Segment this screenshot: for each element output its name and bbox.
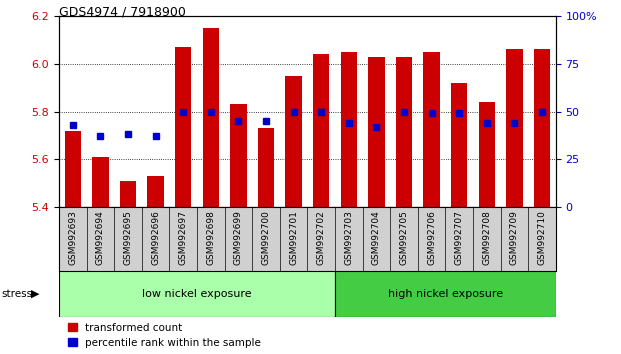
Bar	[396, 57, 412, 207]
Text: GSM992702: GSM992702	[317, 210, 325, 265]
Text: GDS4974 / 7918900: GDS4974 / 7918900	[59, 5, 186, 18]
Bar	[202, 28, 219, 207]
Text: GSM992697: GSM992697	[179, 210, 188, 265]
Bar	[424, 52, 440, 207]
Bar	[65, 131, 81, 207]
Bar	[335, 271, 556, 317]
Bar	[175, 47, 191, 207]
Legend: transformed count, percentile rank within the sample: transformed count, percentile rank withi…	[64, 319, 265, 352]
Bar	[258, 128, 274, 207]
Bar	[368, 57, 384, 207]
Bar	[506, 50, 523, 207]
Text: stress: stress	[2, 289, 33, 299]
Text: GSM992693: GSM992693	[68, 210, 77, 265]
Bar	[533, 50, 550, 207]
Bar	[285, 76, 302, 207]
Text: low nickel exposure: low nickel exposure	[142, 289, 252, 299]
Text: GSM992696: GSM992696	[151, 210, 160, 265]
Text: GSM992700: GSM992700	[261, 210, 271, 265]
Bar	[451, 83, 468, 207]
Text: GSM992705: GSM992705	[399, 210, 409, 265]
Text: GSM992694: GSM992694	[96, 210, 105, 265]
Text: GSM992706: GSM992706	[427, 210, 436, 265]
Text: GSM992704: GSM992704	[372, 210, 381, 265]
Text: GSM992709: GSM992709	[510, 210, 519, 265]
Bar	[92, 157, 109, 207]
Text: GSM992707: GSM992707	[455, 210, 464, 265]
Bar	[340, 52, 357, 207]
Text: high nickel exposure: high nickel exposure	[388, 289, 503, 299]
Bar	[59, 271, 335, 317]
Text: GSM992701: GSM992701	[289, 210, 298, 265]
Bar	[313, 54, 330, 207]
Text: GSM992703: GSM992703	[344, 210, 353, 265]
Text: GSM992710: GSM992710	[538, 210, 546, 265]
Text: ▶: ▶	[31, 289, 40, 299]
Text: GSM992708: GSM992708	[483, 210, 491, 265]
Bar	[479, 102, 495, 207]
Bar	[147, 176, 164, 207]
Bar	[120, 181, 136, 207]
Bar	[230, 104, 247, 207]
Text: GSM992699: GSM992699	[234, 210, 243, 265]
Text: GSM992698: GSM992698	[206, 210, 215, 265]
Text: GSM992695: GSM992695	[124, 210, 132, 265]
